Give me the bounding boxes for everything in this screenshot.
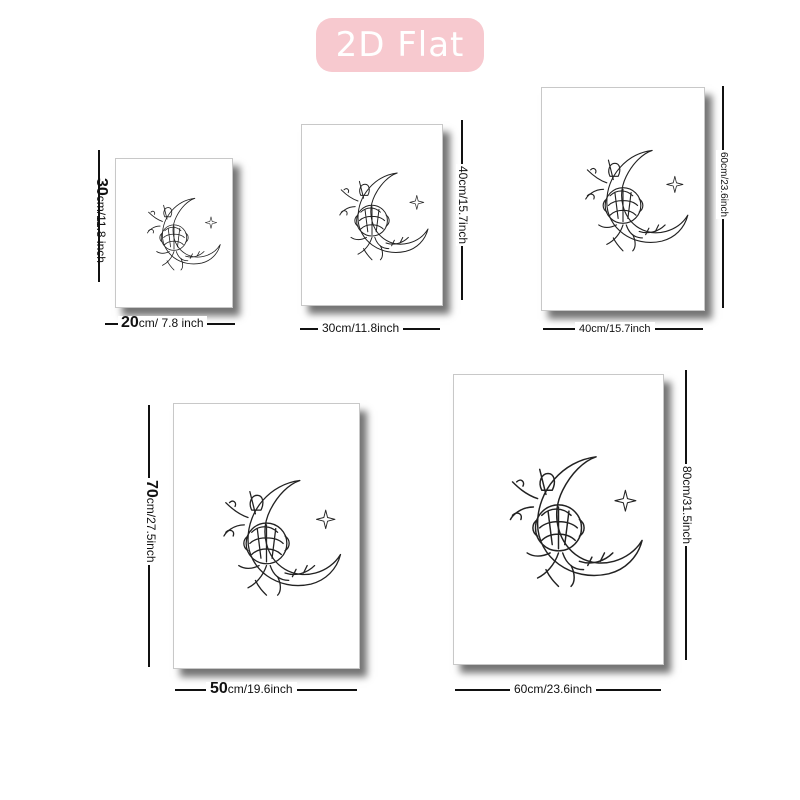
poster-30x40: [301, 124, 443, 306]
crescent-moon-floral-icon: [223, 479, 342, 596]
width-label-40x60: 40cm/15.7inch: [575, 322, 655, 336]
height-label-20x30: 30cm/11.8 inch: [93, 178, 110, 263]
width-label-20x30: 20cm/ 7.8 inch: [118, 315, 207, 331]
poster-60x80: [453, 374, 664, 665]
crescent-moon-floral-icon: [147, 197, 221, 271]
product-type-badge: 2D Flat: [316, 18, 484, 72]
crescent-moon-floral-icon: [339, 172, 429, 261]
width-label-50x70: 50cm/19.6inch: [206, 681, 297, 697]
height-label-50x70: 70cm/27.5inch: [143, 478, 160, 565]
width-label-60x80: 60cm/23.6inch: [510, 682, 597, 696]
crescent-moon-floral-icon: [585, 149, 689, 252]
height-label-60x80: 80cm/31.5inch: [680, 464, 694, 547]
poster-20x30: [115, 158, 233, 308]
width-label-30x40: 30cm/11.8inch: [318, 321, 404, 335]
poster-50x70: [173, 403, 360, 669]
poster-40x60: [541, 87, 705, 311]
crescent-moon-floral-icon: [509, 456, 643, 588]
height-line-20x30: [98, 150, 100, 282]
height-label-40x60: 60cm/23.6inch: [716, 150, 730, 220]
height-label-30x40: 40cm/15.7inch: [456, 164, 470, 247]
